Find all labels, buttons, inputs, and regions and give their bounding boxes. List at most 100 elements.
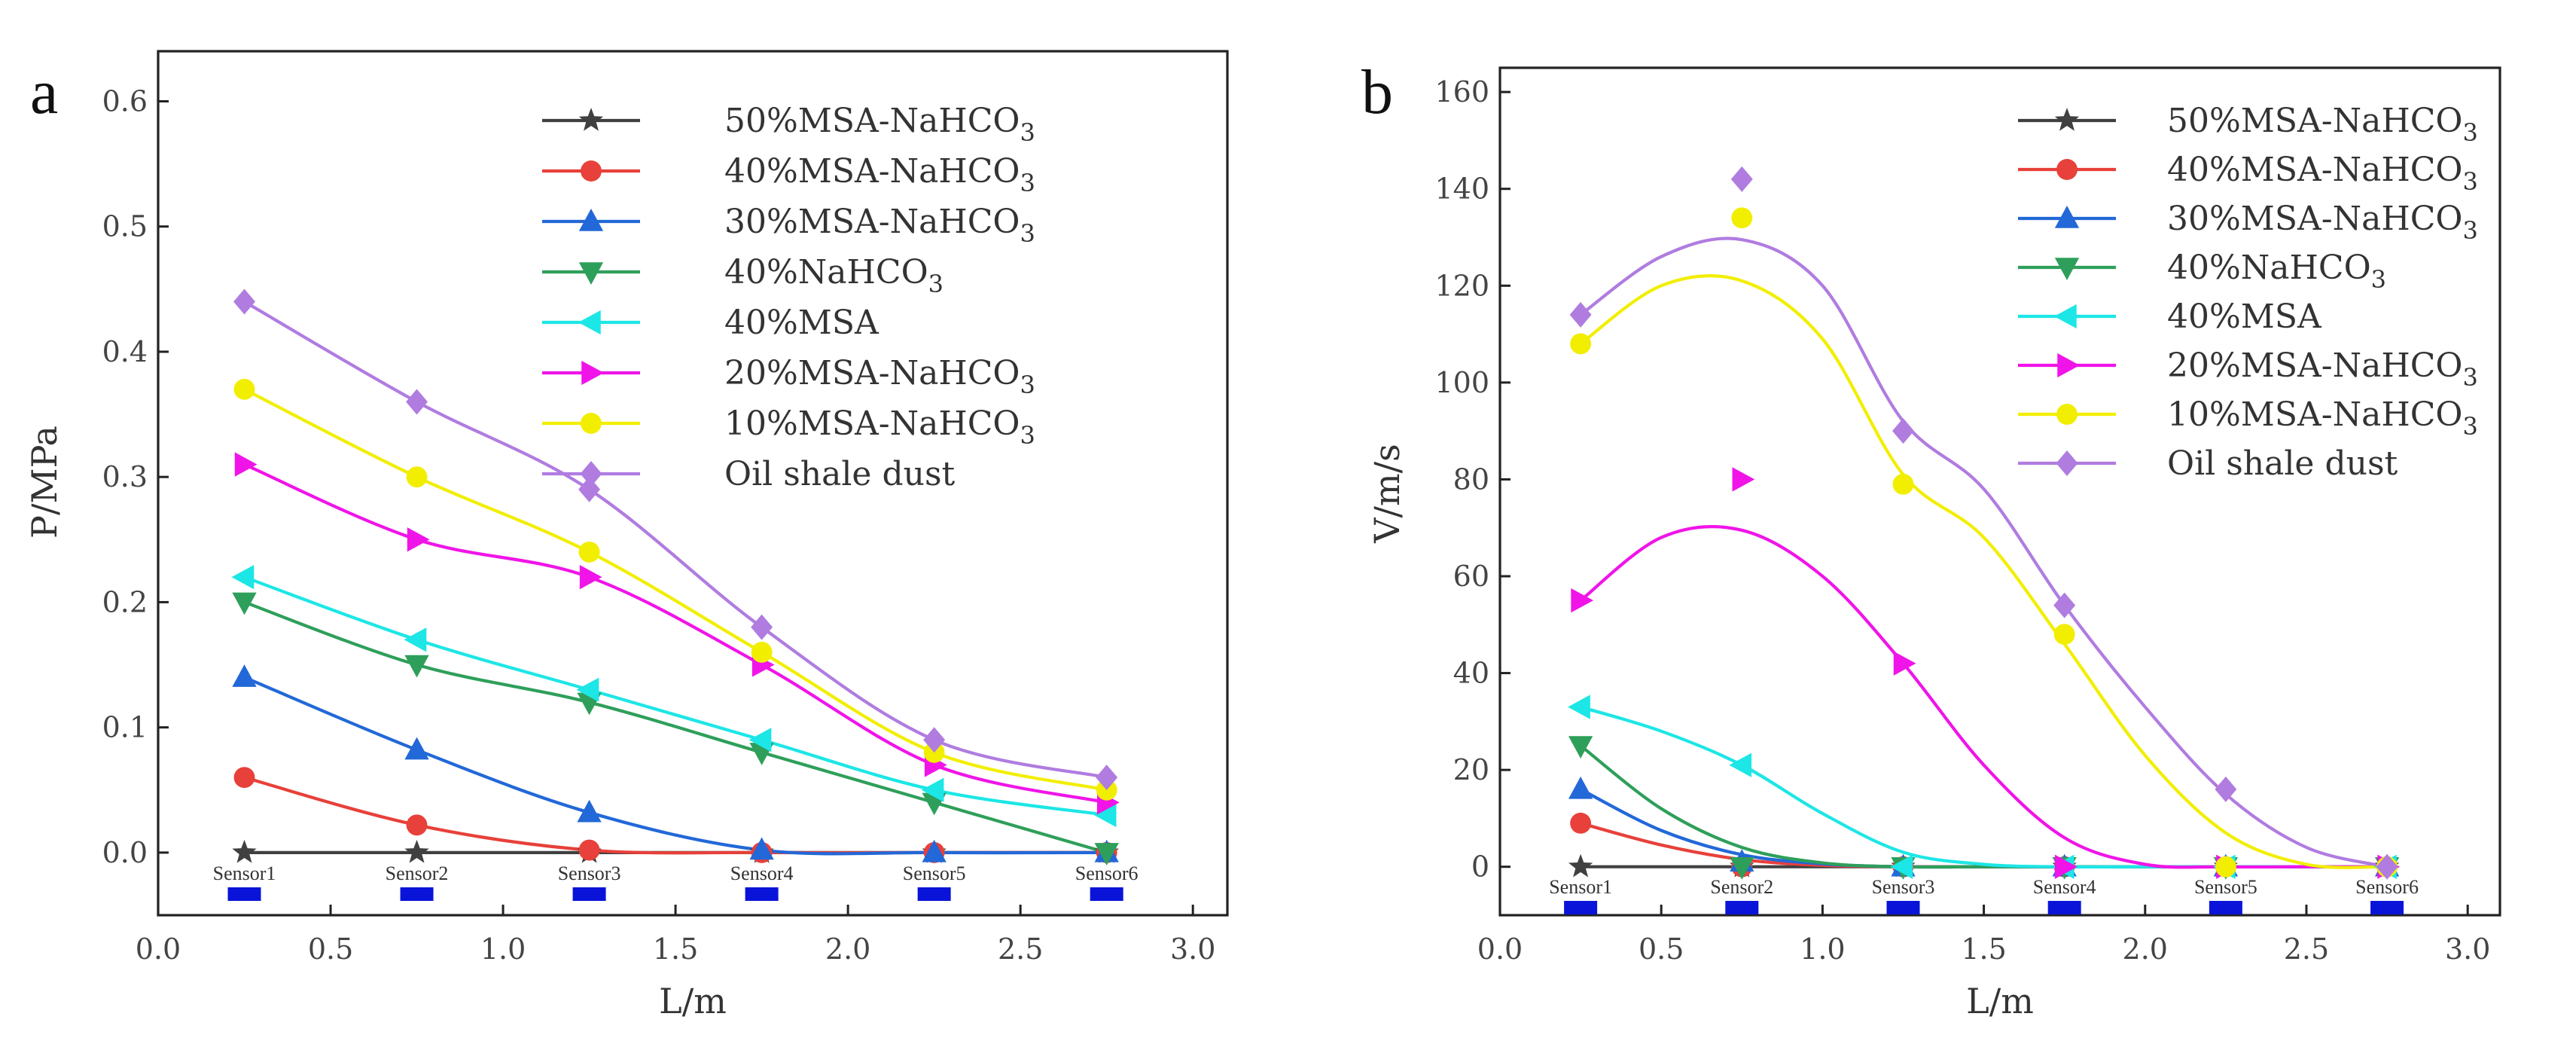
sensor-marker-b-1 xyxy=(1564,901,1598,914)
data-point-b-40pctmsa-2 xyxy=(1729,752,1752,777)
data-point-a-50pctmsa-nahco3-2 xyxy=(404,839,429,863)
data-point-b-10pctmsa-nahco3-4 xyxy=(2053,624,2075,646)
data-point-b-40pctmsa-3 xyxy=(1890,854,1913,879)
sensor-label-a-1: Sensor1 xyxy=(213,862,276,884)
data-point-a-20pctmsa-nahco3-2 xyxy=(407,527,430,552)
data-point-a-10pctmsa-nahco3-1 xyxy=(233,378,255,400)
data-point-a-40pctmsa-1 xyxy=(231,565,255,590)
x-tick-label-a-6: 3.0 xyxy=(1170,933,1215,966)
plot-frame-b xyxy=(1498,66,2501,917)
x-tick-label-a-4: 2.0 xyxy=(825,933,870,966)
data-point-a-40pctmsa-4 xyxy=(748,728,772,752)
sensor-label-b-2: Sensor2 xyxy=(1710,876,1773,898)
y-axis-title-a: P/MPa xyxy=(24,426,65,539)
data-point-a-40pctmsa-nahco3-1 xyxy=(233,767,255,789)
sensor-label-b-3: Sensor3 xyxy=(1872,876,1935,898)
data-point-b-10pctmsa-nahco3-3 xyxy=(1892,473,1914,495)
data-point-b-40pctnahco3-1 xyxy=(1568,736,1593,759)
panel-letter-b: b xyxy=(1361,57,1393,127)
x-axis-title-b: L/m xyxy=(1966,981,2034,1021)
data-point-a-30pctmsa-nahco3-2 xyxy=(404,737,429,760)
x-tick-label-b-6: 3.0 xyxy=(2445,933,2490,966)
legend-marker-a-5 xyxy=(578,310,601,335)
data-point-b-20pctmsa-nahco3-3 xyxy=(1893,651,1916,676)
legend-label-a-8: Oil shale dust xyxy=(724,455,956,493)
y-tick-label-b-5: 100 xyxy=(1434,366,1489,399)
data-point-b-oil-shale-dust-2 xyxy=(1730,166,1753,192)
series-line-a-20pctmsa-nahco3 xyxy=(243,462,1108,804)
data-point-a-40pctmsa-6 xyxy=(1093,802,1117,828)
data-point-a-40pctmsa-nahco3-2 xyxy=(406,814,428,836)
legend-label-a-6: 20%MSA-NaHCO3 xyxy=(724,354,1035,399)
legend-label-a-5: 40%MSA xyxy=(724,304,879,342)
data-point-b-10pctmsa-nahco3-1 xyxy=(1570,333,1592,355)
sensor-marker-b-3 xyxy=(1886,901,1920,914)
data-point-b-50pctmsa-nahco3-1 xyxy=(1568,853,1593,878)
data-point-a-10pctmsa-nahco3-4 xyxy=(751,641,773,663)
sensor-marker-a-5 xyxy=(917,887,951,901)
legend-label-a-7: 10%MSA-NaHCO3 xyxy=(724,404,1035,450)
legend-label-b-8: Oil shale dust xyxy=(2167,444,2398,483)
data-point-a-10pctmsa-nahco3-3 xyxy=(578,541,600,563)
y-tick-label-b-2: 40 xyxy=(1453,657,1489,690)
data-point-b-10pctmsa-nahco3-2 xyxy=(1731,207,1753,229)
data-point-b-30pctmsa-nahco3-1 xyxy=(1568,776,1593,799)
sensor-marker-a-4 xyxy=(745,887,779,901)
chart-panel-b: b 0.0 0.5 1.0 1.5 2.0 2.5 3.0 0 20 40 60 80 100 120 140… xyxy=(1361,57,2501,1021)
legend-marker-b-2 xyxy=(2056,159,2078,180)
plot-frame-a xyxy=(157,50,1229,917)
data-point-a-oil-shale-dust-5 xyxy=(923,727,946,753)
data-point-a-30pctmsa-nahco3-3 xyxy=(577,799,602,823)
sensor-marker-b-4 xyxy=(2047,901,2081,914)
x-tick-label-a-3: 1.5 xyxy=(653,933,698,966)
legend-marker-a-1 xyxy=(578,108,604,131)
y-tick-label-b-1: 20 xyxy=(1453,753,1489,786)
data-point-a-40pctnahco3-1 xyxy=(232,592,257,615)
sensor-label-a-4: Sensor4 xyxy=(730,862,794,884)
legend-label-b-4: 40%NaHCO3 xyxy=(2167,249,2386,294)
panel-letter-a: a xyxy=(30,57,58,127)
y-tick-label-a-6: 0.6 xyxy=(102,84,148,118)
legend-marker-b-5 xyxy=(2054,304,2077,329)
legend-label-a-4: 40%NaHCO3 xyxy=(724,253,944,298)
data-point-b-oil-shale-dust-4 xyxy=(2053,592,2076,618)
series-line-a-10pctmsa-nahco3 xyxy=(243,387,1108,792)
x-tick-label-b-0: 0.0 xyxy=(1477,933,1523,966)
data-point-a-40pctnahco3-6 xyxy=(1094,843,1119,865)
y-tick-label-a-2: 0.2 xyxy=(102,585,148,618)
x-tick-label-a-0: 0.0 xyxy=(136,933,181,966)
data-point-a-30pctmsa-nahco3-5 xyxy=(922,839,947,862)
legend-marker-b-3 xyxy=(2054,206,2080,228)
legend-marker-b-4 xyxy=(2054,258,2080,280)
x-tick-label-a-2: 1.0 xyxy=(480,933,526,966)
data-point-b-oil-shale-dust-5 xyxy=(2215,776,2237,802)
legend-marker-b-7 xyxy=(2056,404,2078,425)
legend-marker-a-2 xyxy=(581,160,602,182)
x-tick-label-b-4: 2.0 xyxy=(2123,933,2168,966)
y-tick-label-a-0: 0.0 xyxy=(102,836,148,869)
y-tick-label-b-0: 0 xyxy=(1471,850,1489,884)
legend-label-a-1: 50%MSA-NaHCO3 xyxy=(724,102,1035,147)
y-tick-label-a-1: 0.1 xyxy=(102,711,148,744)
x-tick-label-b-3: 1.5 xyxy=(1961,933,2006,966)
legend-label-b-3: 30%MSA-NaHCO3 xyxy=(2167,200,2478,245)
legend-label-b-1: 50%MSA-NaHCO3 xyxy=(2167,102,2478,147)
sensor-marker-a-2 xyxy=(400,887,434,901)
series-line-a-oil-shale-dust xyxy=(243,300,1108,780)
sensor-label-a-6: Sensor6 xyxy=(1075,862,1139,884)
x-tick-label-b-1: 0.5 xyxy=(1639,933,1684,966)
sensor-label-b-5: Sensor5 xyxy=(2194,876,2257,898)
y-tick-label-b-3: 60 xyxy=(1453,560,1489,593)
sensor-label-b-4: Sensor4 xyxy=(2033,876,2096,898)
data-point-b-40pctmsa-nahco3-1 xyxy=(1570,812,1592,834)
series-line-a-40pctmsa xyxy=(243,575,1107,817)
series-line-a-30pctmsa-nahco3 xyxy=(243,676,1107,856)
data-point-b-oil-shale-dust-6 xyxy=(2376,853,2398,880)
data-point-a-20pctmsa-nahco3-1 xyxy=(234,452,258,477)
sensor-marker-a-6 xyxy=(1090,887,1123,901)
sensor-marker-a-3 xyxy=(572,887,606,901)
legend-label-a-3: 30%MSA-NaHCO3 xyxy=(724,203,1035,248)
data-point-a-50pctmsa-nahco3-1 xyxy=(232,839,257,863)
series-line-a-40pctnahco3 xyxy=(243,600,1108,854)
